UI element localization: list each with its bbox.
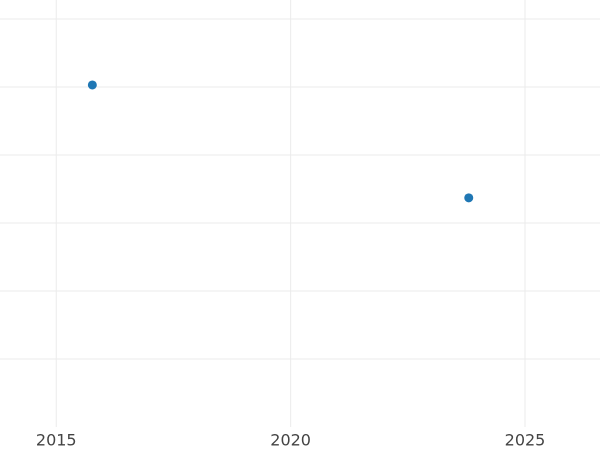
x-tick-label: 2020 bbox=[270, 431, 311, 450]
point bbox=[87, 80, 97, 90]
point bbox=[464, 193, 474, 203]
x-tick-label: 2015 bbox=[36, 431, 77, 450]
x-tick-label: 2025 bbox=[505, 431, 546, 450]
